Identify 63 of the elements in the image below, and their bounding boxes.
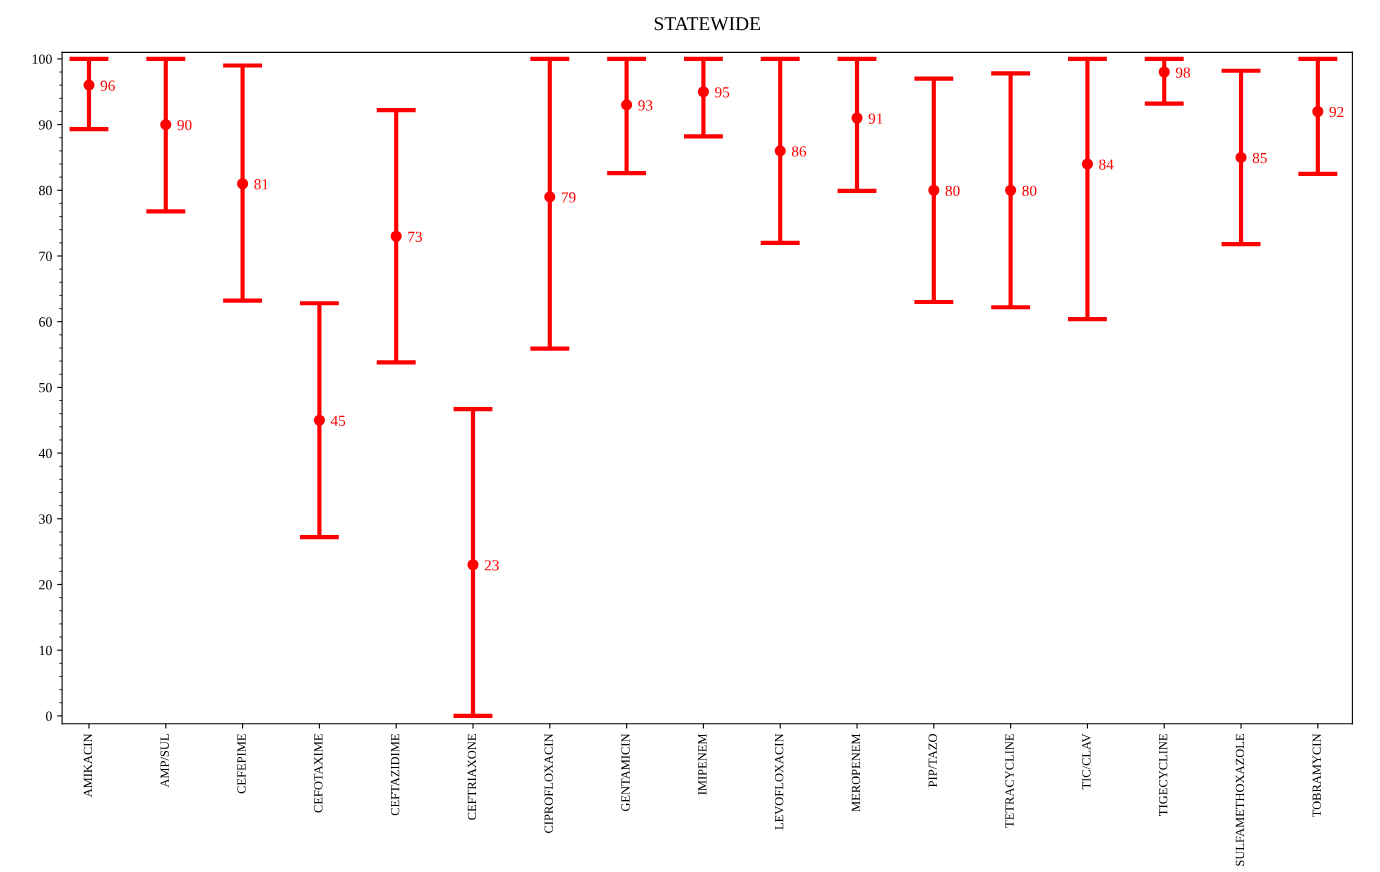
y-tick-label: 70 bbox=[39, 251, 52, 261]
data-label: 95 bbox=[715, 87, 730, 98]
point bbox=[1158, 66, 1170, 78]
x-tick-label: TIGECYCLINE bbox=[1158, 734, 1168, 816]
point bbox=[544, 191, 556, 203]
point bbox=[1005, 184, 1017, 196]
data-label: 85 bbox=[1252, 152, 1267, 164]
data-label: 79 bbox=[561, 192, 576, 203]
data-label: 81 bbox=[254, 179, 269, 190]
data-label: 90 bbox=[177, 119, 192, 131]
x-tick-label: CEFEPIME bbox=[237, 734, 246, 794]
x-tick-label: CEFOTAXIME bbox=[314, 734, 323, 813]
point bbox=[467, 559, 479, 571]
data-label: 93 bbox=[638, 100, 653, 111]
x-tick-label: IMIPENEM bbox=[698, 733, 707, 795]
x-tick-label: CEFTRIAXONE bbox=[467, 734, 477, 820]
x-tick-label: TOBRAMYCIN bbox=[1312, 733, 1321, 818]
x-tick-label: SULFAMETHOXAZOLE bbox=[1235, 734, 1245, 866]
x-tick-label: TIC/CLAV bbox=[1082, 733, 1091, 790]
data-label: 84 bbox=[1099, 159, 1114, 170]
data-label: 86 bbox=[791, 146, 807, 157]
point bbox=[313, 414, 325, 426]
point bbox=[83, 79, 95, 91]
x-tick-label: CIPROFLOXACIN bbox=[544, 733, 553, 833]
chart-title: STATEWIDE bbox=[654, 17, 761, 31]
point bbox=[697, 86, 709, 98]
x-tick-label: CEFTAZIDIME bbox=[390, 734, 400, 816]
data-label: 92 bbox=[1329, 106, 1344, 118]
x-tick-label: TETRACYCLINE bbox=[1005, 734, 1014, 828]
y-tick-label: 30 bbox=[39, 514, 52, 524]
data-label: 98 bbox=[1175, 67, 1191, 78]
x-tick-label: MEROPENEM bbox=[851, 733, 861, 812]
point bbox=[1235, 151, 1247, 163]
y-tick-label: 10 bbox=[39, 645, 52, 656]
point bbox=[851, 112, 863, 124]
data-label: 80 bbox=[945, 185, 960, 196]
y-tick-label: 0 bbox=[45, 711, 52, 721]
data-label: 45 bbox=[330, 415, 346, 426]
data-label: 73 bbox=[408, 231, 422, 242]
point bbox=[774, 145, 786, 157]
y-tick-label: 40 bbox=[38, 448, 52, 459]
point bbox=[160, 119, 172, 131]
y-tick-label: 20 bbox=[39, 580, 52, 590]
x-tick-label: AMP/SUL bbox=[160, 734, 169, 788]
y-tick-label: 60 bbox=[39, 317, 52, 327]
data-label: 96 bbox=[100, 80, 115, 91]
x-tick-label: PIP/TAZO bbox=[928, 733, 937, 787]
y-tick-label: 90 bbox=[38, 120, 52, 130]
data-label: 23 bbox=[484, 560, 499, 571]
point bbox=[928, 184, 940, 196]
point bbox=[1081, 158, 1093, 170]
point bbox=[1312, 105, 1324, 118]
x-tick-label: LEVOFLOXACIN bbox=[774, 733, 784, 830]
point bbox=[237, 178, 249, 190]
x-tick-label: AMIKACIN bbox=[83, 733, 93, 798]
point bbox=[621, 99, 633, 111]
point bbox=[390, 230, 402, 242]
data-label: 80 bbox=[1022, 185, 1037, 196]
x-tick-label: GENTAMICIN bbox=[621, 733, 630, 812]
y-tick-label: 50 bbox=[39, 382, 52, 393]
y-tick-label: 100 bbox=[32, 54, 52, 64]
y-tick-label: 80 bbox=[39, 185, 52, 196]
data-label: 91 bbox=[868, 113, 883, 124]
